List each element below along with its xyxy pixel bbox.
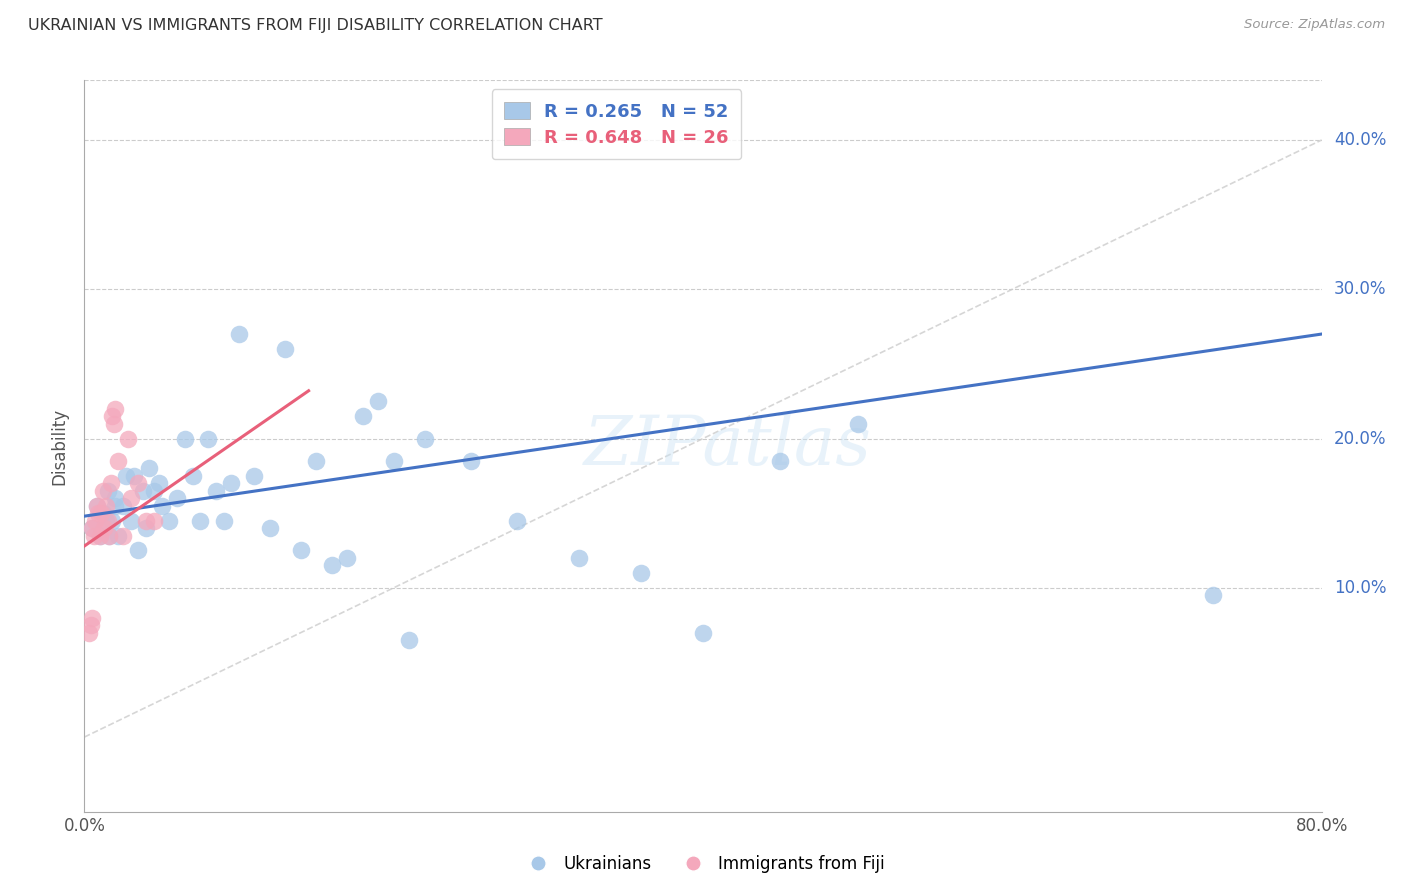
Point <box>115 468 138 483</box>
Point <box>1202 588 1225 602</box>
Point <box>228 326 250 341</box>
Point <box>148 476 170 491</box>
Point <box>506 514 529 528</box>
Point <box>117 432 139 446</box>
Point <box>460 454 482 468</box>
Point <box>90 506 112 520</box>
Point <box>159 514 180 528</box>
Point <box>181 468 204 483</box>
Point <box>132 483 155 498</box>
Point <box>94 514 117 528</box>
Point <box>120 514 142 528</box>
Point <box>100 476 122 491</box>
Point <box>630 566 652 580</box>
Text: 10.0%: 10.0% <box>1334 579 1386 597</box>
Point <box>138 461 160 475</box>
Point <box>91 506 114 520</box>
Point <box>846 417 869 431</box>
Point <box>367 394 389 409</box>
Text: 30.0%: 30.0% <box>1334 280 1386 298</box>
Text: ZIPatlas: ZIPatlas <box>583 413 872 479</box>
Legend: R = 0.265   N = 52, R = 0.648   N = 26: R = 0.265 N = 52, R = 0.648 N = 26 <box>492 89 741 160</box>
Point <box>82 521 104 535</box>
Point <box>84 514 107 528</box>
Point <box>96 483 118 498</box>
Point <box>101 409 124 424</box>
Point <box>197 432 219 446</box>
Point <box>98 528 121 542</box>
Point <box>259 521 281 535</box>
Point <box>103 417 125 431</box>
Point <box>112 499 135 513</box>
Point <box>94 499 117 513</box>
Point <box>127 543 149 558</box>
Point <box>219 476 242 491</box>
Text: Source: ZipAtlas.com: Source: ZipAtlas.com <box>1244 18 1385 31</box>
Point <box>382 454 405 468</box>
Point <box>79 618 101 632</box>
Point <box>143 514 166 528</box>
Point <box>336 551 359 566</box>
Point <box>568 551 591 566</box>
Point <box>290 543 312 558</box>
Text: UKRAINIAN VS IMMIGRANTS FROM FIJI DISABILITY CORRELATION CHART: UKRAINIAN VS IMMIGRANTS FROM FIJI DISABI… <box>28 18 603 33</box>
Point <box>135 514 157 528</box>
Point <box>398 633 420 648</box>
Point <box>188 514 211 528</box>
Y-axis label: Disability: Disability <box>51 408 69 484</box>
Point <box>769 454 792 468</box>
Point <box>77 625 100 640</box>
Point <box>143 483 166 498</box>
Point <box>305 454 328 468</box>
Point <box>212 514 235 528</box>
Point <box>91 483 114 498</box>
Point <box>107 454 129 468</box>
Point <box>86 499 108 513</box>
Point <box>83 528 105 542</box>
Point <box>692 625 714 640</box>
Text: 40.0%: 40.0% <box>1334 131 1386 149</box>
Point <box>352 409 374 424</box>
Point <box>205 483 228 498</box>
Point <box>82 521 104 535</box>
Point <box>104 491 127 506</box>
Point <box>135 521 157 535</box>
Point <box>150 499 173 513</box>
Point <box>112 528 135 542</box>
Point <box>120 491 142 506</box>
Point <box>174 432 197 446</box>
Point <box>166 491 188 506</box>
Point <box>82 610 104 624</box>
Point <box>89 528 111 542</box>
Legend: Ukrainians, Immigrants from Fiji: Ukrainians, Immigrants from Fiji <box>515 848 891 880</box>
Point <box>122 468 145 483</box>
Point <box>243 468 266 483</box>
Point <box>89 528 111 542</box>
Text: 20.0%: 20.0% <box>1334 430 1386 448</box>
Point <box>86 499 108 513</box>
Point <box>127 476 149 491</box>
Point <box>93 521 115 535</box>
Point <box>321 558 343 573</box>
Point <box>274 342 297 356</box>
Point <box>98 528 121 542</box>
Point <box>107 528 129 542</box>
Point <box>96 514 118 528</box>
Point <box>104 401 127 416</box>
Point <box>87 506 110 520</box>
Point <box>104 499 127 513</box>
Point <box>413 432 436 446</box>
Point <box>101 514 124 528</box>
